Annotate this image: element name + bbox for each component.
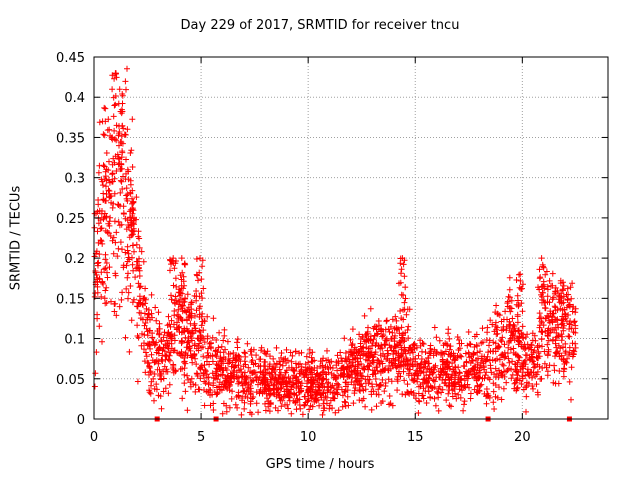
x-tick-label: 5	[197, 430, 205, 445]
y-tick-label: 0.25	[56, 212, 85, 227]
axis-ticks: 0 0.05 0.1 0.15 0.2 0.25 0.3 0.35 0.4 0.45 0 5 10 15 2…	[56, 51, 608, 445]
x-tick-label: 10	[300, 430, 317, 445]
y-axis-label: SRMTID / TECUs	[8, 185, 24, 291]
y-tick-label: 0.1	[64, 333, 85, 348]
plot-frame	[93, 56, 609, 420]
data-points	[91, 65, 579, 418]
x-axis-label: GPS time / hours	[265, 457, 375, 472]
x-tick-label: 20	[514, 430, 531, 445]
x-tick-label: 0	[90, 430, 98, 445]
chart-title: Day 229 of 2017, SRMTID for receiver tnc…	[180, 18, 460, 33]
y-tick-label: 0.3	[64, 172, 85, 187]
y-tick-label: 0.2	[64, 252, 85, 267]
y-tick-label: 0.05	[56, 373, 85, 388]
y-tick-label: 0.45	[56, 51, 85, 66]
y-tick-label: 0.4	[64, 91, 85, 106]
y-tick-label: 0.15	[56, 292, 85, 307]
scatter-points	[91, 65, 579, 418]
gridlines	[94, 57, 608, 419]
y-tick-label: 0	[77, 413, 85, 428]
x-tick-label: 15	[407, 430, 424, 445]
y-tick-label: 0.35	[56, 131, 85, 146]
